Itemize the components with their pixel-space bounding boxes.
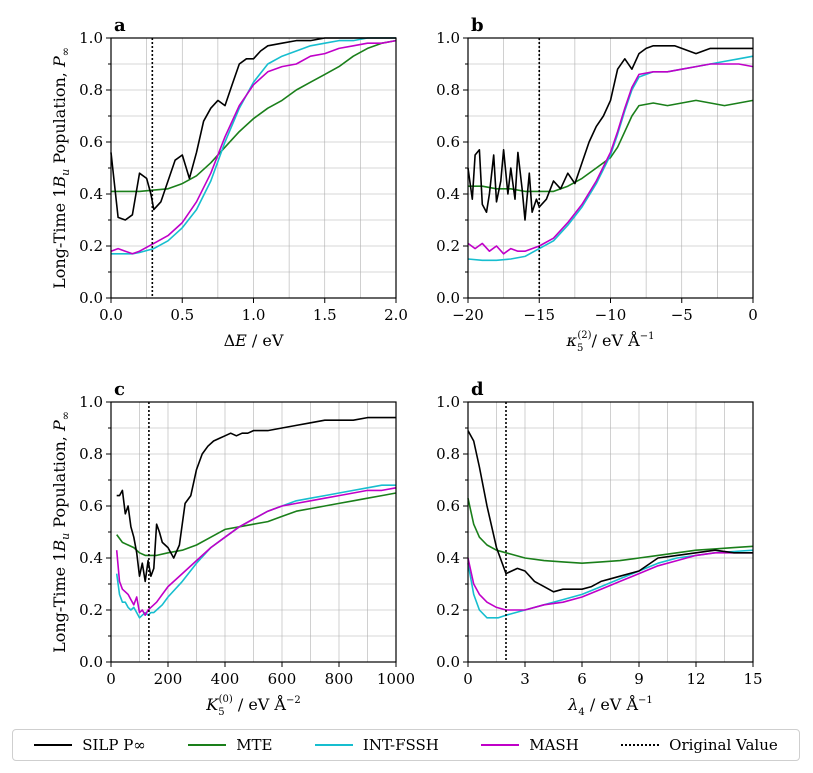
x-tick-label: 2.0	[384, 306, 408, 324]
y-tick-label: 0.8	[79, 81, 103, 99]
series-line-fssh	[115, 484, 396, 619]
y-tick-label: 1.0	[436, 393, 460, 411]
y-tick-label: 0.2	[79, 237, 103, 255]
legend-label-mte: MTE	[236, 736, 273, 754]
x-tick-label: 0	[463, 670, 473, 688]
y-axis-label: Long-Time 1Bu Population, P∞	[50, 411, 72, 653]
axes-frame	[467, 37, 754, 299]
x-tick-label: 9	[634, 670, 644, 688]
x-tick-label: 12	[686, 670, 705, 688]
series-line-mash	[467, 63, 754, 255]
y-tick-label: 0.2	[436, 601, 460, 619]
x-tick-label: 3	[520, 670, 530, 688]
y-tick-label: 0.2	[79, 601, 103, 619]
legend-label-original: Original Value	[669, 736, 778, 754]
y-axis-label: Long-Time 1Bu Population, P∞	[50, 47, 72, 289]
y-tick-label: 0.8	[436, 81, 460, 99]
legend-label-silp: SILP P∞	[82, 736, 146, 754]
x-tick-label: 200	[154, 670, 183, 688]
series-line-mte	[116, 492, 397, 557]
x-tick-label: 600	[268, 670, 297, 688]
series-line-fssh	[111, 37, 396, 255]
legend-item-fssh: INT-FSSH	[314, 736, 439, 754]
panel-label: a	[114, 15, 126, 36]
legend-swatch-fssh	[314, 744, 353, 746]
panel-b: −20 −15 −10 −5 0 0.0 0.2 0.4 0.6 0.8 1.0 b κ5(2)/ eV…	[436, 15, 758, 354]
series-line-mte	[468, 99, 754, 193]
x-tick-label: 1.5	[313, 306, 337, 324]
series-line-mte	[467, 498, 754, 565]
y-tick-label: 1.0	[436, 29, 460, 47]
legend-item-mte: MTE	[188, 736, 273, 754]
x-tick-label: 15	[743, 670, 762, 688]
panel-a: 0.0 0.5 1.0 1.5 2.0 0.0 0.2 0.4 0.6 0.8 1.0 a ΔE / e…	[50, 15, 408, 350]
y-tick-label: 0.6	[79, 133, 103, 151]
x-tick-label: −20	[452, 306, 484, 324]
panel-d: 0 3 6 9 12 15 0.0 0.2 0.4 0.6 0.8 1.0 d λ4 / eV Å−1	[436, 379, 762, 718]
series-line-silp	[467, 430, 753, 593]
y-tick-label: 0.0	[436, 289, 460, 307]
y-tick-label: 0.6	[79, 497, 103, 515]
x-axis-label: λ4 / eV Å−1	[567, 694, 653, 718]
series-line-silp	[467, 44, 753, 221]
y-tick-label: 0.4	[79, 185, 103, 203]
y-tick-label: 0.0	[79, 653, 103, 671]
x-tick-label: 400	[211, 670, 240, 688]
axes-frame	[110, 37, 397, 299]
y-tick-label: 0.4	[436, 185, 460, 203]
series-line-mash	[467, 551, 753, 611]
legend-label-fssh: INT-FSSH	[362, 736, 439, 754]
series-line-silp	[110, 37, 396, 221]
x-tick-label: 0.0	[99, 306, 123, 324]
y-tick-label: 0.0	[79, 289, 103, 307]
legend: SILP P∞ MTE INT-FSSH MASH Original Value	[12, 729, 800, 761]
x-tick-label: 1000	[377, 670, 415, 688]
legend-item-mash: MASH	[481, 736, 579, 754]
panel-label: c	[114, 379, 125, 400]
y-tick-label: 0.6	[436, 133, 460, 151]
x-tick-label: 800	[325, 670, 354, 688]
legend-item-original: Original Value	[621, 736, 778, 754]
axes-frame	[110, 401, 397, 663]
x-tick-label: 1.0	[242, 306, 266, 324]
axes-frame	[467, 401, 754, 663]
y-tick-label: 1.0	[79, 393, 103, 411]
legend-swatch-mash	[481, 744, 520, 746]
x-tick-label: 0	[106, 670, 116, 688]
legend-swatch-mte	[188, 744, 227, 746]
y-tick-label: 0.8	[79, 445, 103, 463]
y-tick-label: 0.4	[436, 549, 460, 567]
y-tick-label: 0.4	[79, 549, 103, 567]
legend-swatch-original	[621, 744, 660, 746]
x-axis-label: ΔE / eV	[224, 331, 284, 350]
x-tick-label: 6	[577, 670, 587, 688]
panel-label: b	[471, 15, 484, 36]
y-tick-label: 0.8	[436, 445, 460, 463]
x-axis-label: K5(0) / eV Å−2	[205, 694, 300, 718]
panel-label: d	[471, 379, 484, 400]
x-tick-label: 0	[748, 306, 758, 324]
panel-c: 0 200 400 600 800 1000 0.0 0.2 0.4 0.6 0.8 1.0 c K5(0…	[50, 379, 415, 718]
legend-label-mash: MASH	[529, 736, 579, 754]
x-tick-label: −15	[523, 306, 555, 324]
series-line-mte	[111, 39, 397, 193]
series-line-fssh	[467, 549, 754, 619]
y-tick-label: 0.2	[436, 237, 460, 255]
x-tick-label: 0.5	[170, 306, 194, 324]
legend-swatch-silp	[34, 744, 73, 746]
series-line-mash	[115, 487, 397, 617]
x-tick-label: −5	[671, 306, 693, 324]
y-tick-label: 0.6	[436, 497, 460, 515]
series-line-silp	[116, 416, 396, 583]
legend-item-silp: SILP P∞	[34, 736, 146, 754]
x-tick-label: −10	[595, 306, 627, 324]
y-tick-label: 1.0	[79, 29, 103, 47]
series-line-mash	[110, 39, 397, 255]
y-tick-label: 0.0	[436, 653, 460, 671]
x-axis-label: κ5(2)/ eV Å−1	[566, 330, 655, 354]
